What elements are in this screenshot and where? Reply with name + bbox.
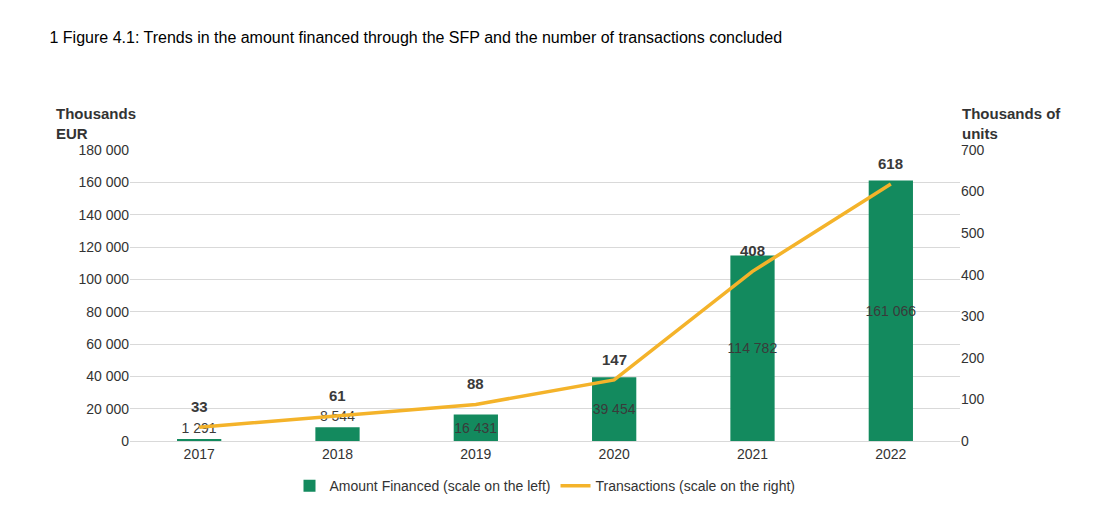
svg-text:500: 500 bbox=[961, 225, 985, 241]
svg-text:0: 0 bbox=[121, 433, 129, 449]
svg-text:700: 700 bbox=[961, 142, 985, 158]
svg-text:1 Figure 4.1: Trends in the am: 1 Figure 4.1: Trends in the amount finan… bbox=[50, 29, 783, 46]
svg-text:ThousandsEUR: ThousandsEUR bbox=[56, 105, 136, 142]
svg-text:400: 400 bbox=[961, 267, 985, 283]
svg-text:0: 0 bbox=[961, 433, 969, 449]
svg-text:2018: 2018 bbox=[322, 446, 353, 462]
svg-text:300: 300 bbox=[961, 308, 985, 324]
svg-text:20 000: 20 000 bbox=[86, 401, 129, 417]
svg-text:Thousands ofunits: Thousands ofunits bbox=[962, 105, 1061, 142]
svg-text:408: 408 bbox=[740, 242, 765, 259]
svg-text:100 000: 100 000 bbox=[78, 271, 129, 287]
svg-text:60 000: 60 000 bbox=[86, 336, 129, 352]
svg-text:114 782: 114 782 bbox=[728, 340, 778, 356]
svg-text:Transactions (scale on the rig: Transactions (scale on the right) bbox=[596, 478, 795, 494]
svg-text:147: 147 bbox=[602, 351, 627, 368]
svg-text:140 000: 140 000 bbox=[78, 207, 129, 223]
svg-text:1 291: 1 291 bbox=[182, 420, 217, 436]
svg-text:120 000: 120 000 bbox=[78, 239, 129, 255]
svg-text:40 000: 40 000 bbox=[86, 368, 129, 384]
svg-text:2020: 2020 bbox=[599, 446, 630, 462]
svg-text:2021: 2021 bbox=[737, 446, 768, 462]
svg-text:80 000: 80 000 bbox=[86, 304, 129, 320]
svg-text:39 454: 39 454 bbox=[593, 401, 636, 417]
svg-text:16 431: 16 431 bbox=[454, 420, 497, 436]
svg-text:600: 600 bbox=[961, 183, 985, 199]
svg-text:2022: 2022 bbox=[875, 446, 906, 462]
svg-text:618: 618 bbox=[878, 155, 903, 172]
svg-text:33: 33 bbox=[191, 398, 208, 415]
svg-text:Amount Financed (scale on the: Amount Financed (scale on the left) bbox=[330, 478, 551, 494]
svg-text:160 000: 160 000 bbox=[78, 174, 129, 190]
svg-text:88: 88 bbox=[467, 375, 484, 392]
svg-text:161 066: 161 066 bbox=[865, 303, 916, 319]
svg-text:61: 61 bbox=[329, 387, 346, 404]
svg-text:180 000: 180 000 bbox=[78, 142, 129, 158]
svg-text:2019: 2019 bbox=[460, 446, 491, 462]
svg-text:100: 100 bbox=[961, 391, 985, 407]
svg-text:8 544: 8 544 bbox=[320, 408, 355, 424]
svg-text:2017: 2017 bbox=[184, 446, 215, 462]
svg-text:200: 200 bbox=[961, 350, 985, 366]
